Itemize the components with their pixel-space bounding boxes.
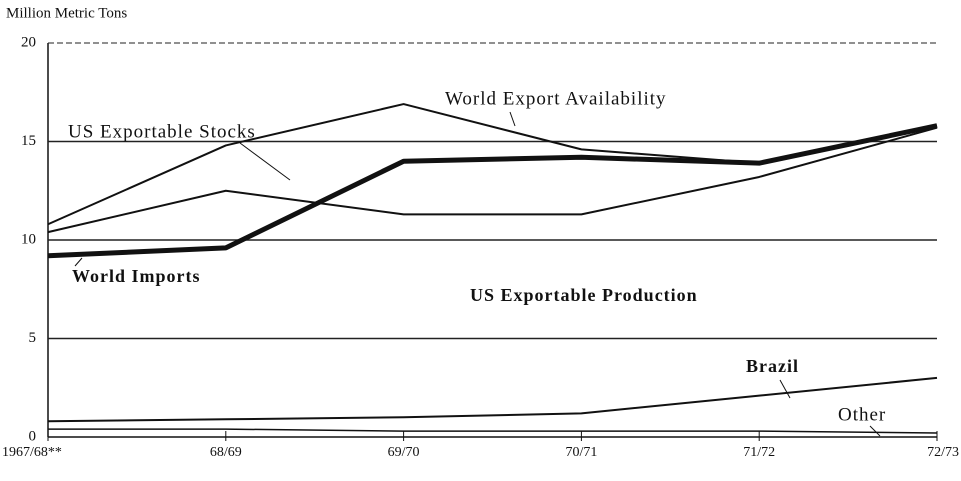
x-tick-label: 70/71 — [565, 445, 597, 460]
x-tick-label: 69/70 — [388, 445, 420, 460]
leader-line — [779, 379, 791, 399]
series-line — [47, 123, 938, 259]
x-tick-label: 1967/68** — [2, 445, 62, 460]
series-line — [47, 376, 938, 423]
y-tick-label: 0 — [29, 428, 37, 444]
series-label: US Exportable Stocks — [68, 121, 256, 142]
series-line — [48, 428, 938, 434]
x-tick-label: 71/72 — [743, 445, 775, 460]
series-label: Other — [838, 404, 886, 425]
y-tick-label: 10 — [21, 231, 36, 247]
y-tick-label: 20 — [21, 34, 36, 50]
series-label: World Export Availability — [445, 88, 667, 109]
x-tick-label: 72/73 — [927, 445, 959, 460]
series-line — [47, 126, 938, 234]
y-axis-label: Million Metric Tons — [6, 5, 127, 21]
series-label: Brazil — [746, 356, 799, 376]
annotation: US Exportable Production — [470, 285, 698, 305]
y-tick-label: 5 — [29, 330, 37, 346]
leader-line — [869, 425, 881, 437]
x-tick-label: 68/69 — [210, 445, 242, 460]
leader-line — [74, 257, 83, 267]
leader-line — [239, 142, 291, 181]
y-tick-label: 15 — [21, 133, 36, 149]
series-label: World Imports — [72, 266, 201, 286]
leader-line — [509, 111, 516, 127]
